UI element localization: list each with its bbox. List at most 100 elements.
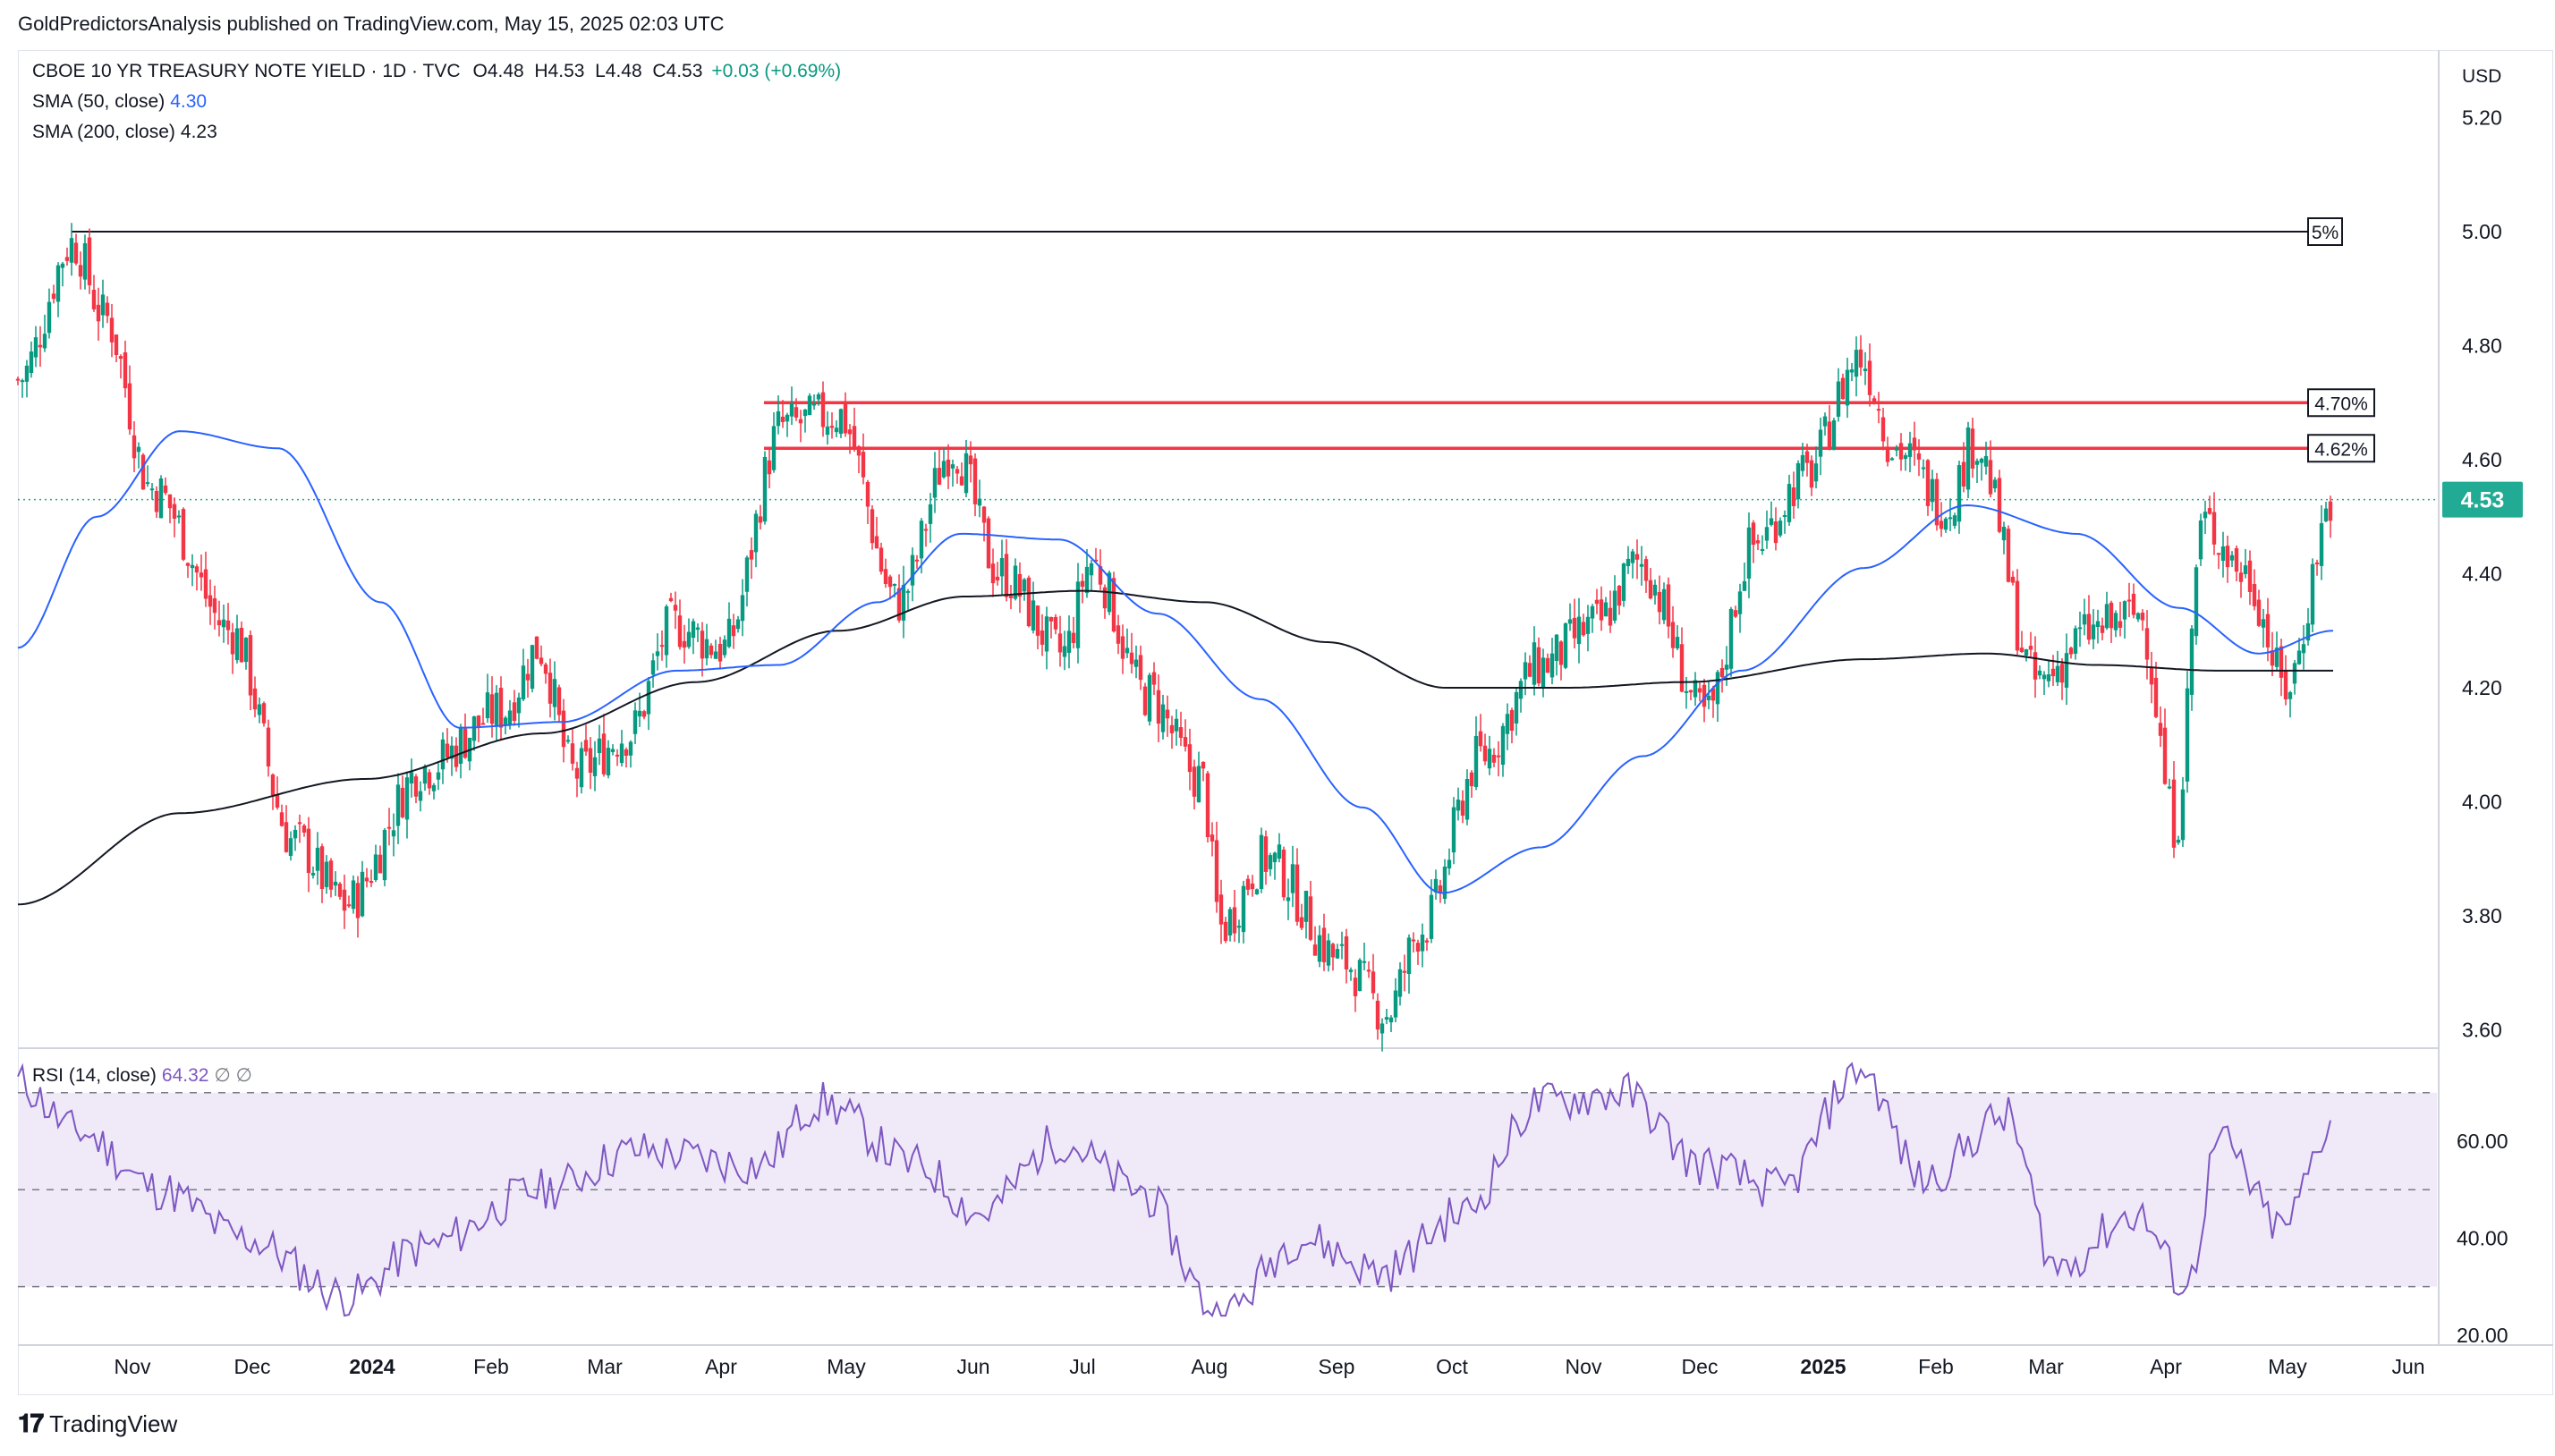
candle-body [1438,885,1443,893]
candle-body [1160,704,1166,732]
candle-body [1558,641,1564,665]
candle-body [378,854,383,874]
candle-body [713,651,718,659]
candle-body [1590,605,1595,619]
candle-body [592,757,598,776]
close-value: C4.53 [652,61,703,81]
candle-body [686,631,692,648]
candle-body [1379,1023,1385,1034]
symbol-legend[interactable]: CBOE 10 YR TREASURY NOTE YIELD · 1D · TV… [32,61,841,82]
candle-body [167,494,173,509]
candle-body [1710,688,1716,701]
currency-label[interactable]: USD [2462,66,2502,87]
candle-body [1008,596,1014,598]
candle-body [1599,599,1604,621]
candle-body [1236,926,1242,928]
candle-body [1621,563,1626,601]
candle-body [950,464,955,469]
candle-body [879,547,884,572]
candle-body [1916,453,1922,460]
candle-body [1518,681,1524,699]
candle-body [1791,487,1796,506]
footer-brand[interactable]: 𝟏𝟕 TradingView [18,1409,177,1439]
candle-body [1585,616,1591,634]
candle-body [820,392,826,427]
candle-body [136,446,141,453]
candle-body [239,627,244,663]
candle-body [1500,725,1506,766]
candle-body [2265,614,2271,648]
candle-body [1098,566,1103,585]
time-tick-label: Jun [2391,1355,2424,1378]
candle-body [1961,461,1966,487]
price-tick-label: 3.60 [2462,1019,2502,1042]
candle-body [1218,894,1224,925]
low-value: L4.48 [595,61,642,81]
candle-body [1174,718,1179,732]
candle-body [1456,800,1461,811]
sma50-legend[interactable]: SMA (50, close) 4.30 [32,91,207,113]
candle-body [682,640,687,648]
candle-body [2037,670,2042,676]
sma200-legend[interactable]: SMA (200, close) 4.23 [32,122,217,143]
candle-body [297,822,302,825]
candle-body [315,847,320,871]
candle-body [2229,554,2235,561]
candle-body [176,515,182,518]
candle-body [2028,646,2033,650]
candle-body [1442,866,1447,900]
candle-body [1527,663,1532,677]
tradingview-logo-icon: 𝟏𝟕 [18,1409,44,1437]
candle-body [1697,688,1702,693]
candle-body [1751,522,1756,546]
candle-body [1746,527,1752,579]
rsi-legend[interactable]: RSI (14, close) 64.32 ∅ ∅ [32,1064,252,1087]
candle-body [1670,622,1676,648]
candle-body [1666,584,1671,627]
candle-body [771,426,777,470]
price-tick-label: 5.20 [2462,106,2502,130]
candle-body [463,728,468,758]
candle-body [1733,610,1738,617]
candle-body [995,576,1000,580]
candle-body [2171,779,2177,848]
candle-body [543,664,548,674]
sma50-line [17,430,2334,894]
candle-body [449,745,454,759]
candle-body [2234,548,2239,572]
candle-body [601,733,607,775]
candle-body [105,302,110,317]
candle-body [2323,508,2329,521]
candle-body [342,889,347,911]
price-tick-label: 4.20 [2462,676,2502,699]
candle-body [2167,786,2172,789]
candle-body [516,697,522,714]
candle-body [1715,672,1720,705]
candle-body [883,569,888,584]
time-tick-label: Nov [115,1355,151,1378]
candle-body [1362,961,1367,963]
level-label: 4.62% [2314,439,2368,460]
candle-body [834,427,839,433]
candle-body [1809,460,1814,488]
candle-body [1876,409,1881,411]
candle-body [1473,736,1479,787]
candle-body [700,631,705,659]
time-tick-label: Dec [1682,1355,1719,1378]
candle-body [1424,940,1430,943]
candle-body [637,710,642,717]
candle-body [1245,878,1251,890]
candle-body [2068,648,2074,655]
candle-body [1353,978,1358,996]
candle-body [38,344,43,348]
candle-body [109,317,115,343]
candle-body [1818,429,1823,457]
candle-body [355,883,361,918]
candle-body [2319,523,2324,566]
candle-body [1898,443,1904,460]
candle-body [2064,653,2069,688]
candle-body [2305,622,2311,641]
sma200-value: 4.23 [180,122,217,142]
candle-body [1178,727,1184,738]
